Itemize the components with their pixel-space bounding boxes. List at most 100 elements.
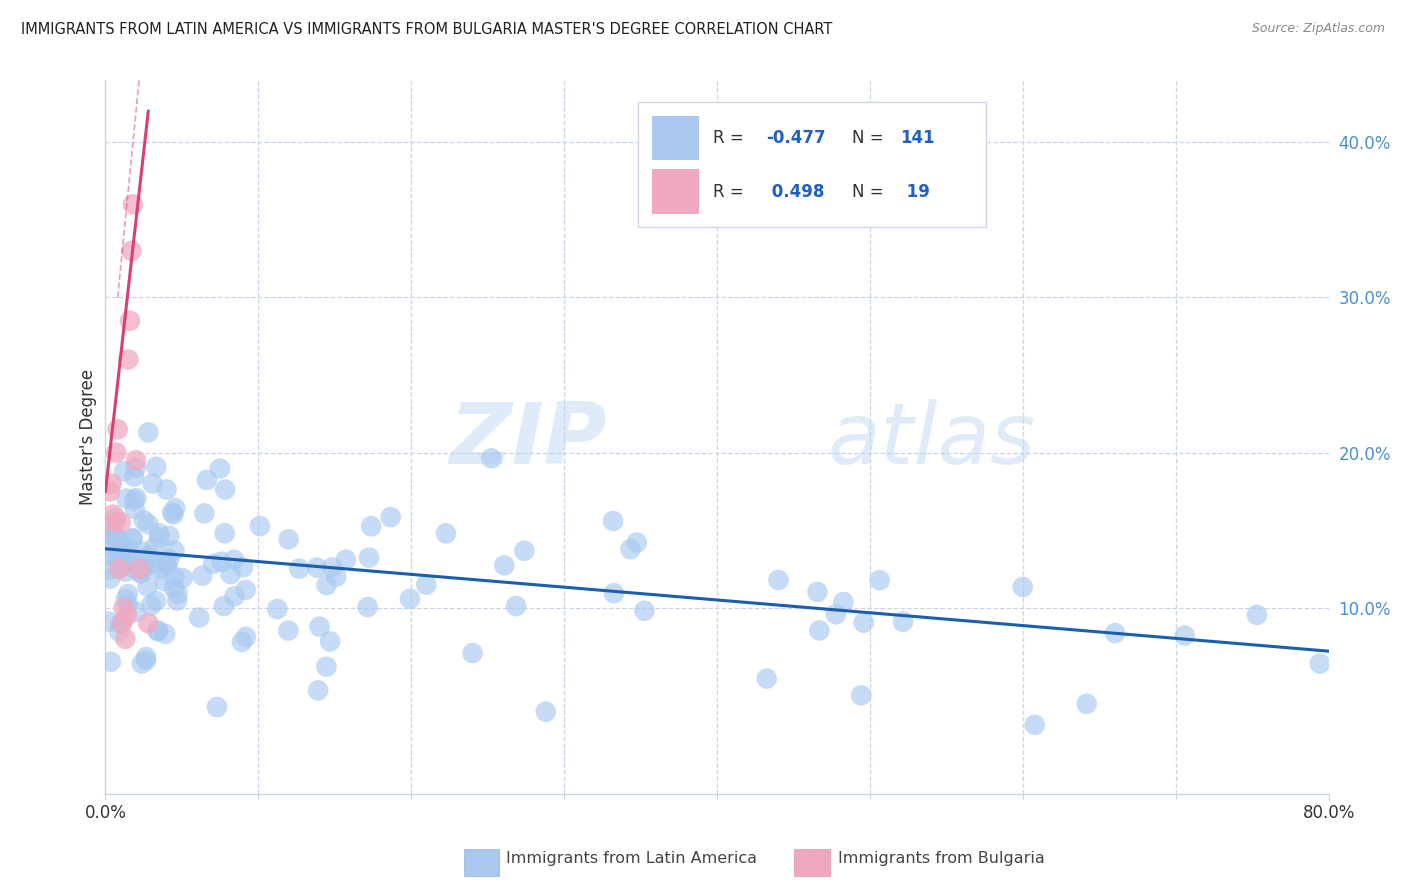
Point [124, 557, 146, 571]
Point [117, 587, 139, 601]
Point [136, 616, 159, 631]
Point [143, 540, 166, 554]
FancyBboxPatch shape [637, 102, 986, 227]
Text: 19: 19 [900, 183, 929, 201]
Point [357, 550, 380, 565]
Point [321, 560, 343, 574]
Point [110, 516, 132, 530]
Point [118, 314, 141, 328]
Point [129, 566, 152, 581]
Point [415, 577, 437, 591]
Point [825, 607, 848, 622]
Point [118, 543, 141, 558]
Point [121, 531, 143, 545]
Point [277, 533, 299, 547]
Point [205, 700, 228, 714]
Point [157, 552, 180, 566]
Point [124, 502, 146, 516]
Point [101, 526, 124, 541]
Point [112, 464, 135, 478]
Point [193, 506, 215, 520]
Point [112, 600, 135, 615]
Point [142, 557, 165, 571]
Point [145, 459, 167, 474]
Point [231, 635, 253, 649]
Point [305, 560, 328, 574]
Point [138, 425, 160, 440]
Point [97, 615, 120, 629]
Y-axis label: Master's Degree: Master's Degree [79, 369, 97, 505]
Point [534, 705, 557, 719]
Point [214, 526, 236, 541]
Point [494, 558, 516, 573]
Point [128, 562, 150, 576]
Point [188, 610, 211, 624]
Point [115, 608, 138, 623]
Point [148, 531, 170, 545]
Text: N =: N = [852, 129, 889, 147]
Point [619, 542, 641, 557]
Text: R =: R = [713, 129, 749, 147]
Point [138, 549, 160, 563]
Point [132, 513, 155, 527]
Point [100, 476, 122, 491]
Point [105, 529, 128, 543]
Point [513, 543, 536, 558]
Text: -0.477: -0.477 [766, 129, 825, 147]
Point [224, 590, 246, 604]
Point [172, 571, 194, 585]
Point [125, 491, 148, 505]
Point [135, 649, 157, 664]
Point [235, 630, 257, 644]
Point [135, 653, 157, 667]
Point [122, 469, 145, 483]
Point [208, 461, 231, 475]
Point [1174, 629, 1197, 643]
Bar [652, 169, 699, 214]
Point [148, 562, 170, 576]
Point [1104, 626, 1126, 640]
Point [219, 567, 242, 582]
Point [851, 689, 873, 703]
Text: 0.498: 0.498 [766, 183, 824, 201]
Point [97, 549, 120, 564]
Point [307, 683, 329, 698]
Text: 141: 141 [900, 129, 935, 147]
Point [163, 582, 186, 596]
Point [222, 552, 245, 566]
Point [114, 632, 136, 646]
Point [155, 556, 177, 570]
Point [232, 560, 254, 574]
Point [214, 483, 236, 497]
Point [108, 624, 131, 639]
Point [319, 634, 342, 648]
Point [108, 539, 131, 553]
Point [115, 491, 138, 506]
Point [315, 659, 337, 673]
Point [114, 539, 136, 553]
Point [103, 531, 125, 545]
Point [806, 585, 828, 599]
Point [107, 422, 129, 436]
Point [105, 551, 128, 566]
Point [288, 562, 311, 576]
Point [461, 646, 484, 660]
Point [98, 572, 121, 586]
Point [357, 599, 380, 614]
Text: Source: ZipAtlas.com: Source: ZipAtlas.com [1251, 22, 1385, 36]
Point [434, 526, 457, 541]
Point [125, 605, 148, 619]
Point [399, 591, 422, 606]
Point [136, 516, 159, 531]
Point [212, 599, 235, 613]
Point [832, 595, 855, 609]
Point [633, 604, 655, 618]
Point [132, 545, 155, 559]
Point [852, 615, 875, 630]
Text: ZIP: ZIP [450, 399, 607, 483]
Point [101, 541, 124, 555]
Point [768, 573, 790, 587]
Point [235, 582, 257, 597]
Point [124, 562, 146, 576]
Point [98, 484, 121, 499]
